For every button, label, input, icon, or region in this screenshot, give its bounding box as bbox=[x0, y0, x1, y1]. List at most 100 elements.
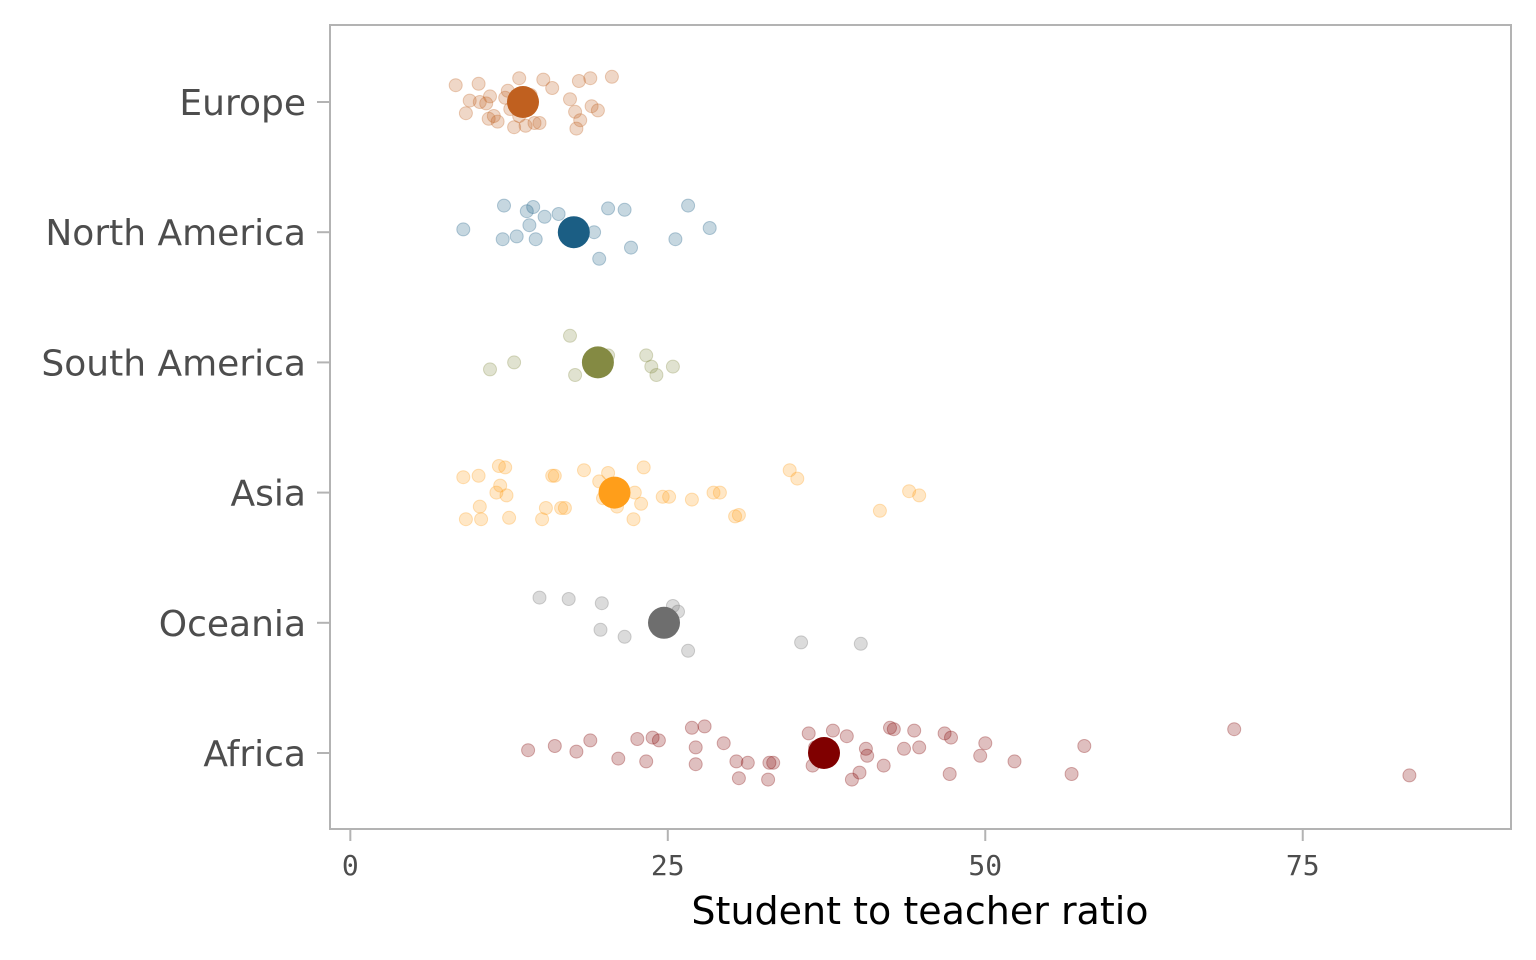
data-point-oceania bbox=[532, 590, 547, 605]
data-point-asia bbox=[491, 459, 506, 473]
data-point-asia bbox=[731, 508, 746, 522]
data-point-south-america bbox=[665, 359, 680, 374]
data-point-oceania bbox=[681, 643, 696, 658]
data-point-south-america bbox=[644, 359, 659, 374]
data-point-north-america bbox=[624, 240, 638, 255]
data-point-north-america bbox=[528, 232, 543, 247]
data-point-europe bbox=[532, 116, 547, 130]
x-axis: 0 25 50 75 bbox=[342, 829, 1320, 882]
data-point-north-america bbox=[509, 229, 524, 244]
data-point-africa bbox=[883, 720, 897, 735]
data-point-asia bbox=[790, 471, 805, 486]
data-point-europe bbox=[573, 113, 588, 128]
data-point-north-america bbox=[495, 232, 510, 247]
data-point-asia bbox=[458, 512, 473, 527]
data-point-africa bbox=[944, 730, 958, 745]
data-point-asia bbox=[554, 501, 569, 515]
data-point-oceania bbox=[593, 622, 608, 637]
y-tick-label-africa: Africa bbox=[203, 734, 306, 775]
y-tick-label-asia: Asia bbox=[231, 474, 306, 515]
data-point-europe bbox=[472, 95, 487, 109]
data-point-africa bbox=[569, 744, 584, 759]
data-point-asia bbox=[471, 468, 486, 483]
data-point-south-america bbox=[483, 362, 497, 377]
data-point-south-america bbox=[649, 368, 664, 382]
data-point-europe bbox=[462, 93, 477, 108]
x-tick-label-75: 75 bbox=[1286, 849, 1320, 882]
data-point-europe bbox=[568, 104, 583, 119]
mean-point-north-america bbox=[557, 216, 590, 249]
mean-point-asia bbox=[598, 476, 631, 509]
y-tick-label-oceania: Oceania bbox=[159, 604, 306, 645]
data-point-europe bbox=[563, 92, 577, 107]
data-point-africa bbox=[651, 733, 666, 748]
data-point-africa bbox=[844, 772, 859, 787]
data-point-europe bbox=[545, 81, 560, 95]
data-point-north-america bbox=[702, 221, 717, 235]
data-point-asia bbox=[712, 485, 727, 500]
data-point-africa bbox=[731, 771, 746, 786]
data-point-europe bbox=[527, 116, 542, 130]
data-point-europe bbox=[471, 76, 486, 91]
data-point-africa bbox=[521, 743, 536, 758]
data-point-africa bbox=[761, 772, 776, 787]
data-point-africa bbox=[937, 726, 952, 741]
plot-panel bbox=[329, 24, 1512, 830]
data-point-europe bbox=[536, 72, 551, 87]
data-point-asia bbox=[498, 460, 513, 475]
data-point-africa bbox=[716, 736, 731, 751]
data-point-oceania bbox=[794, 635, 809, 650]
data-point-asia bbox=[655, 489, 670, 504]
data-point-asia bbox=[493, 478, 508, 493]
data-point-europe bbox=[507, 120, 522, 135]
data-point-africa bbox=[583, 733, 598, 748]
data-point-europe bbox=[571, 74, 586, 88]
data-point-north-america bbox=[526, 200, 541, 214]
data-point-africa bbox=[912, 740, 927, 755]
data-point-africa bbox=[639, 754, 654, 769]
data-point-asia bbox=[577, 463, 591, 478]
data-point-europe bbox=[448, 78, 463, 93]
data-point-south-america bbox=[507, 355, 522, 370]
data-point-africa bbox=[688, 757, 703, 772]
data-point-africa bbox=[973, 748, 988, 763]
y-axis: Europe North America South America Asia Ocea… bbox=[41, 83, 330, 775]
data-point-north-america bbox=[519, 204, 534, 219]
data-point-asia bbox=[557, 501, 572, 515]
data-point-europe bbox=[458, 106, 473, 121]
data-point-asia bbox=[538, 501, 553, 515]
data-point-north-america bbox=[522, 218, 537, 233]
data-point-europe bbox=[584, 99, 599, 114]
data-point-africa bbox=[1007, 754, 1022, 769]
data-point-asia bbox=[634, 496, 649, 511]
data-point-africa bbox=[839, 729, 854, 744]
data-point-europe bbox=[486, 109, 501, 123]
x-tick-label-25: 25 bbox=[651, 849, 685, 882]
x-tick-label-0: 0 bbox=[342, 849, 359, 882]
data-point-africa bbox=[762, 755, 777, 770]
data-point-north-america bbox=[601, 201, 616, 216]
data-point-south-america bbox=[639, 348, 654, 363]
data-point-africa bbox=[801, 726, 816, 741]
data-point-north-america bbox=[537, 209, 552, 224]
x-tick-label-50: 50 bbox=[968, 849, 1002, 882]
data-point-north-america bbox=[551, 207, 566, 221]
data-point-africa bbox=[852, 765, 867, 780]
mean-point-oceania bbox=[648, 606, 680, 639]
means-layer bbox=[507, 86, 840, 769]
data-point-africa bbox=[729, 754, 744, 769]
data-point-oceania bbox=[853, 636, 868, 651]
data-point-africa bbox=[978, 736, 993, 751]
data-point-africa bbox=[684, 720, 699, 735]
mean-point-europe bbox=[507, 86, 539, 118]
y-tick-label-north-america: North America bbox=[45, 213, 306, 254]
data-point-asia bbox=[456, 470, 471, 485]
y-tick-label-europe: Europe bbox=[179, 83, 306, 124]
data-point-africa bbox=[860, 748, 875, 763]
data-point-africa bbox=[886, 722, 901, 737]
data-point-asia bbox=[535, 512, 550, 527]
points-layer bbox=[448, 69, 1417, 787]
data-point-europe bbox=[479, 96, 494, 111]
data-point-oceania bbox=[617, 629, 632, 644]
